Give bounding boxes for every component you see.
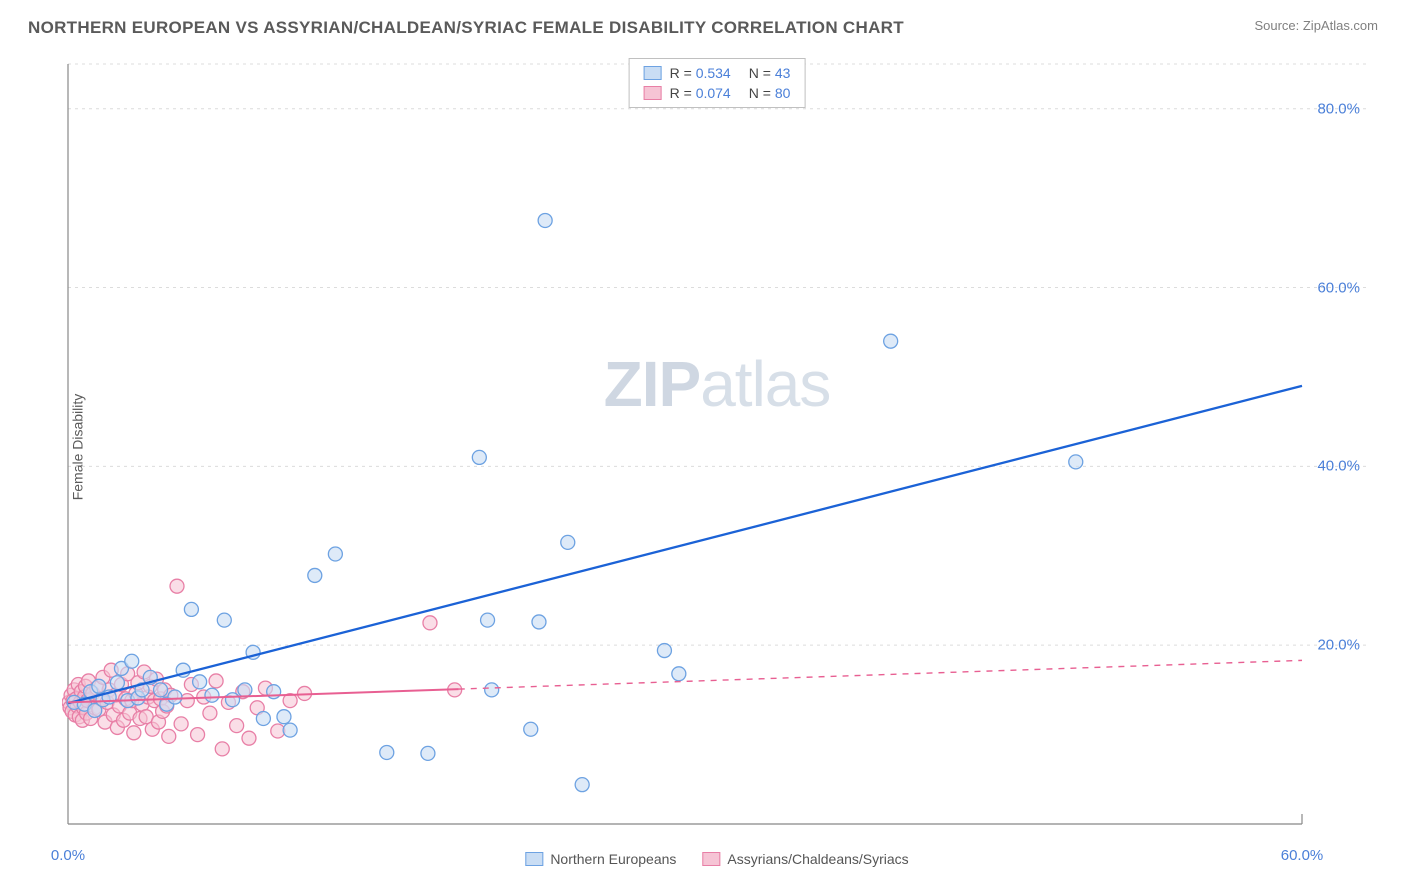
- y-tick-label: 60.0%: [1317, 279, 1360, 296]
- source-label: Source:: [1254, 18, 1302, 33]
- legend-label: Assyrians/Chaldeans/Syriacs: [727, 851, 908, 867]
- legend-item: Northern Europeans: [525, 851, 676, 867]
- legend-swatch: [525, 852, 543, 866]
- legend-swatch: [644, 66, 662, 80]
- series-legend: Northern Europeans Assyrians/Chaldeans/Sy…: [525, 851, 908, 867]
- legend-swatch: [644, 86, 662, 100]
- legend-item: Assyrians/Chaldeans/Syriacs: [702, 851, 908, 867]
- source-attribution: Source: ZipAtlas.com: [1254, 18, 1378, 33]
- chart-area: Female Disability ZIPatlas R = 0.534 N =…: [62, 52, 1372, 842]
- legend-swatch: [702, 852, 720, 866]
- source-link[interactable]: ZipAtlas.com: [1303, 18, 1378, 33]
- header: NORTHERN EUROPEAN VS ASSYRIAN/CHALDEAN/S…: [0, 0, 1406, 46]
- x-tick-label: 0.0%: [51, 847, 85, 864]
- legend-row: R = 0.074 N = 80: [644, 83, 791, 103]
- correlation-legend: R = 0.534 N = 43 R = 0.074 N = 80: [629, 58, 806, 108]
- y-tick-label: 40.0%: [1317, 458, 1360, 475]
- x-tick-label: 60.0%: [1281, 847, 1324, 864]
- y-tick-label: 80.0%: [1317, 100, 1360, 117]
- legend-row: R = 0.534 N = 43: [644, 63, 791, 83]
- scatter-plot: [62, 52, 1372, 842]
- chart-title: NORTHERN EUROPEAN VS ASSYRIAN/CHALDEAN/S…: [28, 18, 904, 38]
- legend-label: Northern Europeans: [550, 851, 676, 867]
- y-tick-label: 20.0%: [1317, 637, 1360, 654]
